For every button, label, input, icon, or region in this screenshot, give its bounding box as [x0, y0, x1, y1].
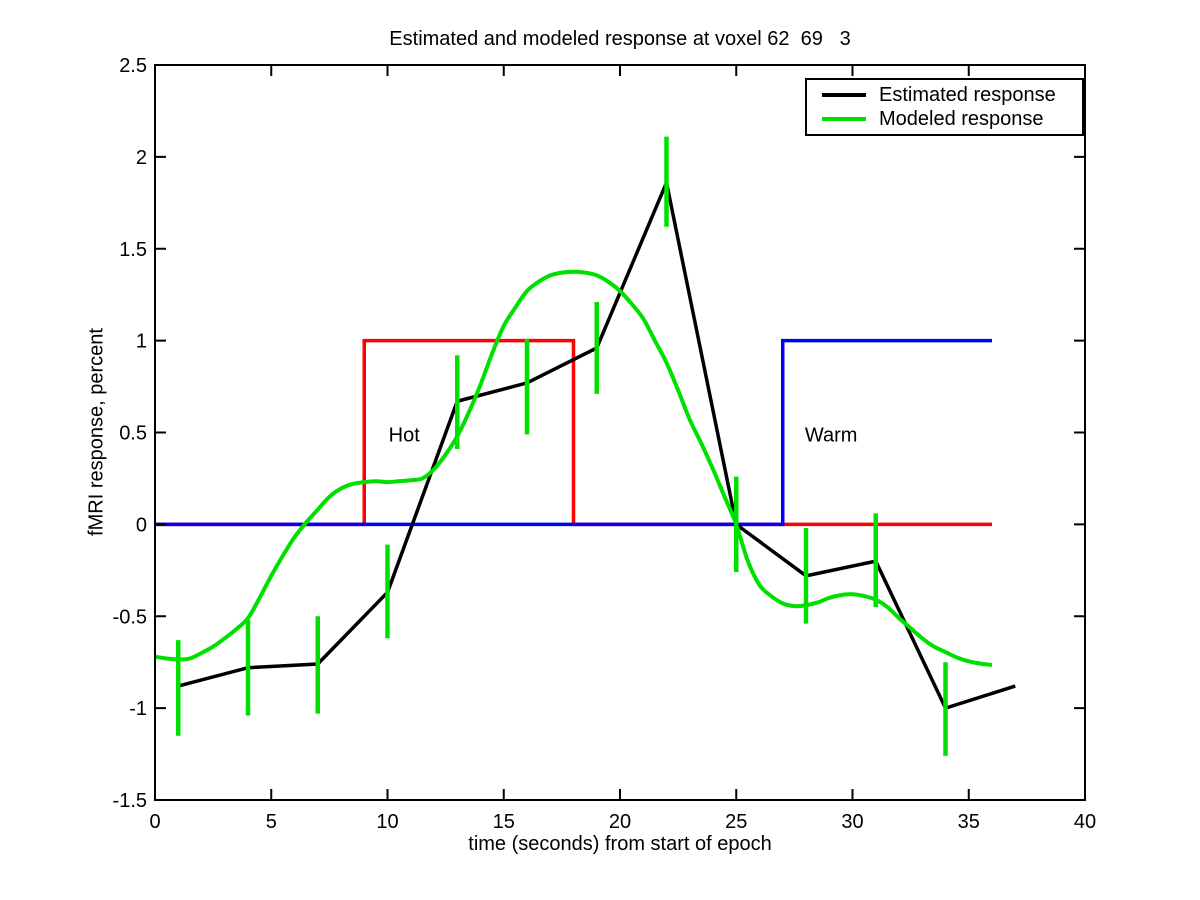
y-tick-label: -1 — [129, 698, 147, 720]
x-tick-label: 25 — [725, 811, 747, 833]
chart-title: Estimated and modeled response at voxel … — [389, 28, 851, 50]
legend-label-estimated: Estimated response — [879, 83, 1056, 106]
y-tick-label: 1.5 — [119, 239, 147, 261]
warm-label: Warm — [805, 424, 858, 446]
modeled-response-curve — [154, 269, 993, 667]
estimated-line-sample — [822, 92, 866, 97]
legend-item-estimated: Estimated response — [822, 85, 1082, 105]
y-tick-label: 2 — [136, 147, 147, 169]
modeled-line-sample — [822, 117, 866, 122]
y-tick-label: 2.5 — [119, 55, 147, 77]
estimated-response-curve — [177, 176, 1016, 711]
hot-label: Hot — [389, 424, 421, 446]
legend: Estimated response Modeled response — [805, 78, 1084, 136]
x-tick-label: 5 — [266, 811, 277, 833]
y-tick-label: 0 — [136, 514, 147, 536]
x-tick-label: 35 — [958, 811, 980, 833]
hot-stimulus-curve — [155, 338, 992, 527]
legend-item-modeled: Modeled response — [822, 109, 1082, 129]
x-tick-label: 0 — [149, 811, 160, 833]
x-tick-label: 10 — [376, 811, 398, 833]
x-tick-label: 15 — [493, 811, 515, 833]
y-axis-label: fMRI response, percent — [85, 328, 108, 536]
x-tick-label: 40 — [1074, 811, 1096, 833]
y-tick-label: -1.5 — [113, 790, 147, 812]
y-tick-label: -0.5 — [113, 606, 147, 628]
y-tick-label: 0.5 — [119, 423, 147, 445]
y-tick-label: 1 — [136, 331, 147, 353]
x-tick-label: 30 — [841, 811, 863, 833]
legend-label-modeled: Modeled response — [879, 108, 1044, 131]
x-axis-label: time (seconds) from start of epoch — [468, 833, 772, 855]
x-tick-label: 20 — [609, 811, 631, 833]
warm-stimulus-curve — [155, 338, 992, 527]
